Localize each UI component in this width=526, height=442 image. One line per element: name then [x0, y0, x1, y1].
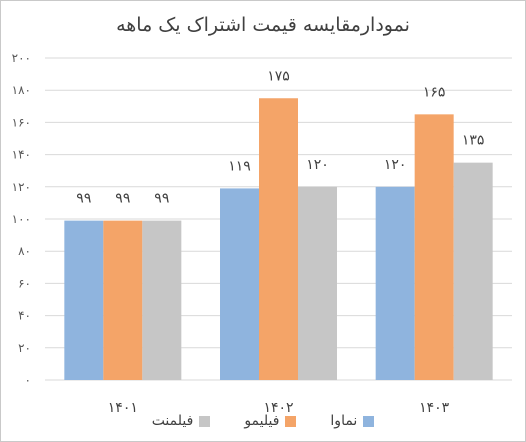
- y-tick-label: ۱۴۰: [12, 148, 31, 162]
- legend-label-namava: نماوا: [330, 413, 358, 429]
- data-label: ۱۲۰: [384, 157, 407, 173]
- bar: [64, 220, 104, 380]
- legend-swatch-namava: [363, 415, 375, 427]
- bar: [298, 186, 337, 380]
- legend-swatch-filimo: [285, 415, 297, 427]
- y-tick-label: ۱۶۰: [12, 115, 31, 129]
- y-tick-label: ۱۰۰: [12, 212, 31, 226]
- y-tick-label: ۴۰: [18, 309, 31, 323]
- bar: [414, 114, 454, 380]
- data-label: ۱۷۵: [267, 68, 290, 84]
- y-tick-label: ۱۲۰: [12, 180, 31, 194]
- data-label: ۱۳۵: [462, 133, 485, 149]
- chart-title: نمودارمقایسه قیمت اشتراک یک ماهه: [116, 14, 410, 36]
- bar: [103, 220, 143, 380]
- data-label: ۹۹: [115, 191, 130, 207]
- y-tick-label: ۲۰۰: [12, 51, 31, 65]
- chart-legend: نماوا فیلیمو فیلمنت: [0, 413, 526, 429]
- legend-swatch-filmnet: [199, 415, 211, 427]
- y-tick-label: ۶۰: [18, 276, 31, 290]
- data-label: ۹۹: [76, 191, 91, 207]
- data-label: ۱۱۹: [228, 158, 251, 174]
- data-label: ۱۲۰: [306, 157, 329, 173]
- y-tick-label: ۱۸۰: [12, 83, 31, 97]
- legend-label-filimo: فیلیمو: [244, 413, 280, 429]
- y-tick-label: ۲۰: [18, 341, 31, 355]
- bar: [220, 188, 259, 380]
- legend-label-filmnet: فیلمنت: [151, 413, 194, 429]
- y-tick-label: ۰: [25, 373, 31, 387]
- bar: [259, 98, 298, 380]
- legend-item-filmnet: فیلمنت: [152, 413, 211, 429]
- bar: [142, 220, 182, 380]
- data-label: ۱۶۵: [423, 84, 446, 100]
- data-label: ۹۹: [154, 191, 169, 207]
- x-tick-label: ۱۴۰۲: [263, 400, 293, 416]
- x-tick-label: ۱۴۰۳: [419, 400, 450, 416]
- bar: [453, 162, 493, 380]
- legend-item-filimo: فیلیمو: [244, 413, 297, 429]
- legend-item-namava: نماوا: [330, 413, 375, 429]
- x-tick-label: ۱۴۰۱: [108, 400, 138, 416]
- y-tick-label: ۸۰: [18, 244, 31, 258]
- bar: [375, 186, 415, 380]
